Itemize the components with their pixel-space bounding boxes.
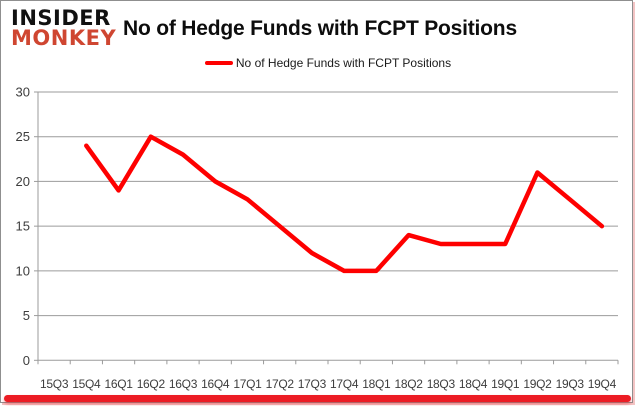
x-axis-label: 16Q4 bbox=[201, 377, 230, 391]
x-axis-label: 19Q1 bbox=[491, 377, 520, 391]
y-axis-label: 20 bbox=[16, 174, 30, 189]
chart-title: No of Hedge Funds with FCPT Positions bbox=[123, 17, 517, 40]
legend-label: No of Hedge Funds with FCPT Positions bbox=[235, 56, 452, 70]
y-axis-label: 25 bbox=[16, 129, 30, 144]
y-axis-label: 15 bbox=[16, 219, 30, 234]
y-axis-label: 30 bbox=[16, 85, 30, 100]
insider-monkey-logo: INSIDER MONKEY bbox=[11, 6, 117, 50]
bottom-accent-bar bbox=[4, 395, 631, 402]
x-axis-label: 18Q2 bbox=[394, 377, 423, 391]
x-axis-label: 19Q4 bbox=[588, 377, 617, 391]
x-axis-label: 19Q2 bbox=[523, 377, 552, 391]
legend: No of Hedge Funds with FCPT Positions bbox=[38, 55, 618, 71]
data-line bbox=[84, 134, 605, 274]
x-axis-label: 18Q3 bbox=[427, 377, 456, 391]
x-axis-label: 16Q1 bbox=[104, 377, 133, 391]
logo-text-insider: INSIDER bbox=[11, 6, 111, 30]
x-axis-label: 15Q4 bbox=[72, 377, 101, 391]
x-axis-label: 17Q4 bbox=[330, 377, 359, 391]
x-axis-label: 15Q3 bbox=[40, 377, 69, 391]
y-axis-label: 5 bbox=[23, 308, 30, 323]
x-axis-label: 18Q1 bbox=[362, 377, 391, 391]
logo-text-monkey: MONKEY bbox=[11, 25, 117, 50]
x-axis-label: 16Q2 bbox=[137, 377, 166, 391]
y-axis-label: 10 bbox=[16, 263, 30, 278]
x-axis-label: 19Q3 bbox=[556, 377, 585, 391]
x-axis-label: 18Q4 bbox=[459, 377, 488, 391]
y-axis-label: 0 bbox=[23, 353, 30, 368]
legend-line-swatch bbox=[204, 60, 233, 66]
x-axis-label: 17Q3 bbox=[298, 377, 327, 391]
x-axis-label: 17Q2 bbox=[266, 377, 295, 391]
x-axis-label: 17Q1 bbox=[233, 377, 262, 391]
x-axis-label: 16Q3 bbox=[169, 377, 198, 391]
